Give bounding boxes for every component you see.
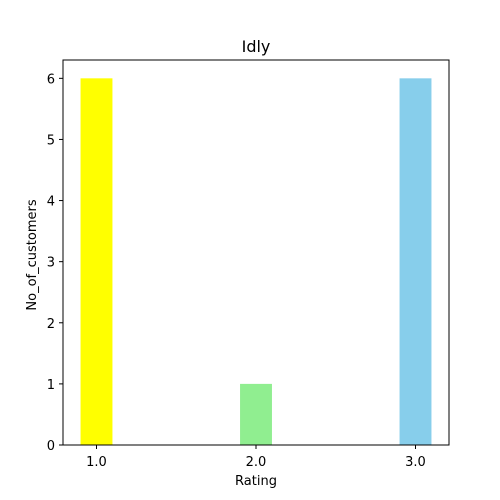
x-tick-label: 3.0 (405, 455, 426, 470)
bar-2.0 (240, 383, 272, 445)
bar-3.0 (399, 78, 432, 445)
y-tick-label: 4 (47, 195, 55, 210)
y-tick-label: 3 (47, 256, 55, 271)
x-tick-label: 2.0 (246, 455, 267, 470)
x-axis-label: Rating (235, 474, 277, 489)
y-axis: 0 1 2 3 4 5 6 (47, 72, 63, 454)
bar-1.0 (80, 78, 113, 445)
y-tick-label: 0 (47, 439, 55, 454)
y-tick-label: 2 (47, 317, 55, 332)
plot-area (80, 78, 432, 445)
x-axis: 1.0 2.0 3.0 (86, 445, 426, 470)
y-tick-label: 6 (47, 72, 55, 87)
chart-title: Idly (242, 37, 271, 56)
y-tick-label: 1 (47, 378, 55, 393)
y-tick-label: 5 (47, 133, 55, 148)
y-axis-label: No_of_customers (25, 199, 40, 310)
x-tick-label: 1.0 (86, 455, 107, 470)
